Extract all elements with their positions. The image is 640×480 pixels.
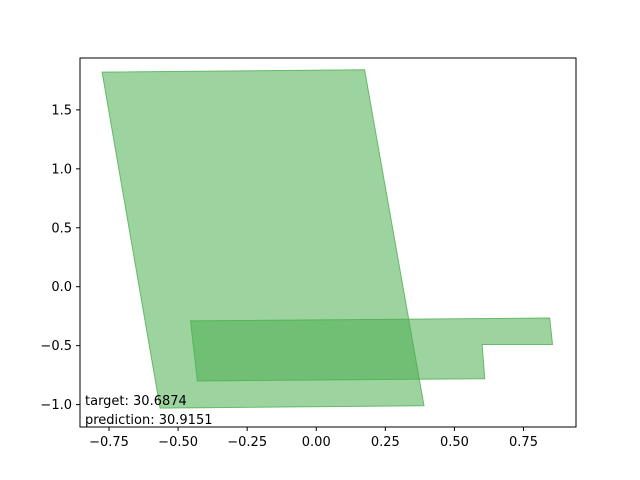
x-axis: −0.75 −0.50 −0.25 0.00 0.25 0.50 0.75 xyxy=(89,427,538,450)
y-tick-label: 1.0 xyxy=(51,162,72,177)
target-annotation: target: 30.6874 xyxy=(85,394,187,409)
x-tick-label: −0.25 xyxy=(227,435,267,450)
x-tick-label: 0.00 xyxy=(302,435,331,450)
x-tick-label: −0.75 xyxy=(89,435,129,450)
x-tick-label: 0.50 xyxy=(440,435,469,450)
y-tick-label: 1.5 xyxy=(51,103,72,118)
y-tick-label: −1.0 xyxy=(40,398,72,413)
polygon-2 xyxy=(189,317,554,382)
y-tick-label: 0.5 xyxy=(51,221,72,236)
prediction-annotation: prediction: 30.9151 xyxy=(85,413,213,428)
x-tick-label: 0.75 xyxy=(509,435,538,450)
x-tick-label: −0.50 xyxy=(158,435,198,450)
y-tick-label: −0.5 xyxy=(40,339,72,354)
y-axis: −1.0 −0.5 0.0 0.5 1.0 1.5 xyxy=(40,103,80,413)
plot-frame xyxy=(79,57,577,428)
y-tick-label: 0.0 xyxy=(51,280,72,295)
x-tick-label: 0.25 xyxy=(371,435,400,450)
polygon-layer xyxy=(101,69,554,409)
